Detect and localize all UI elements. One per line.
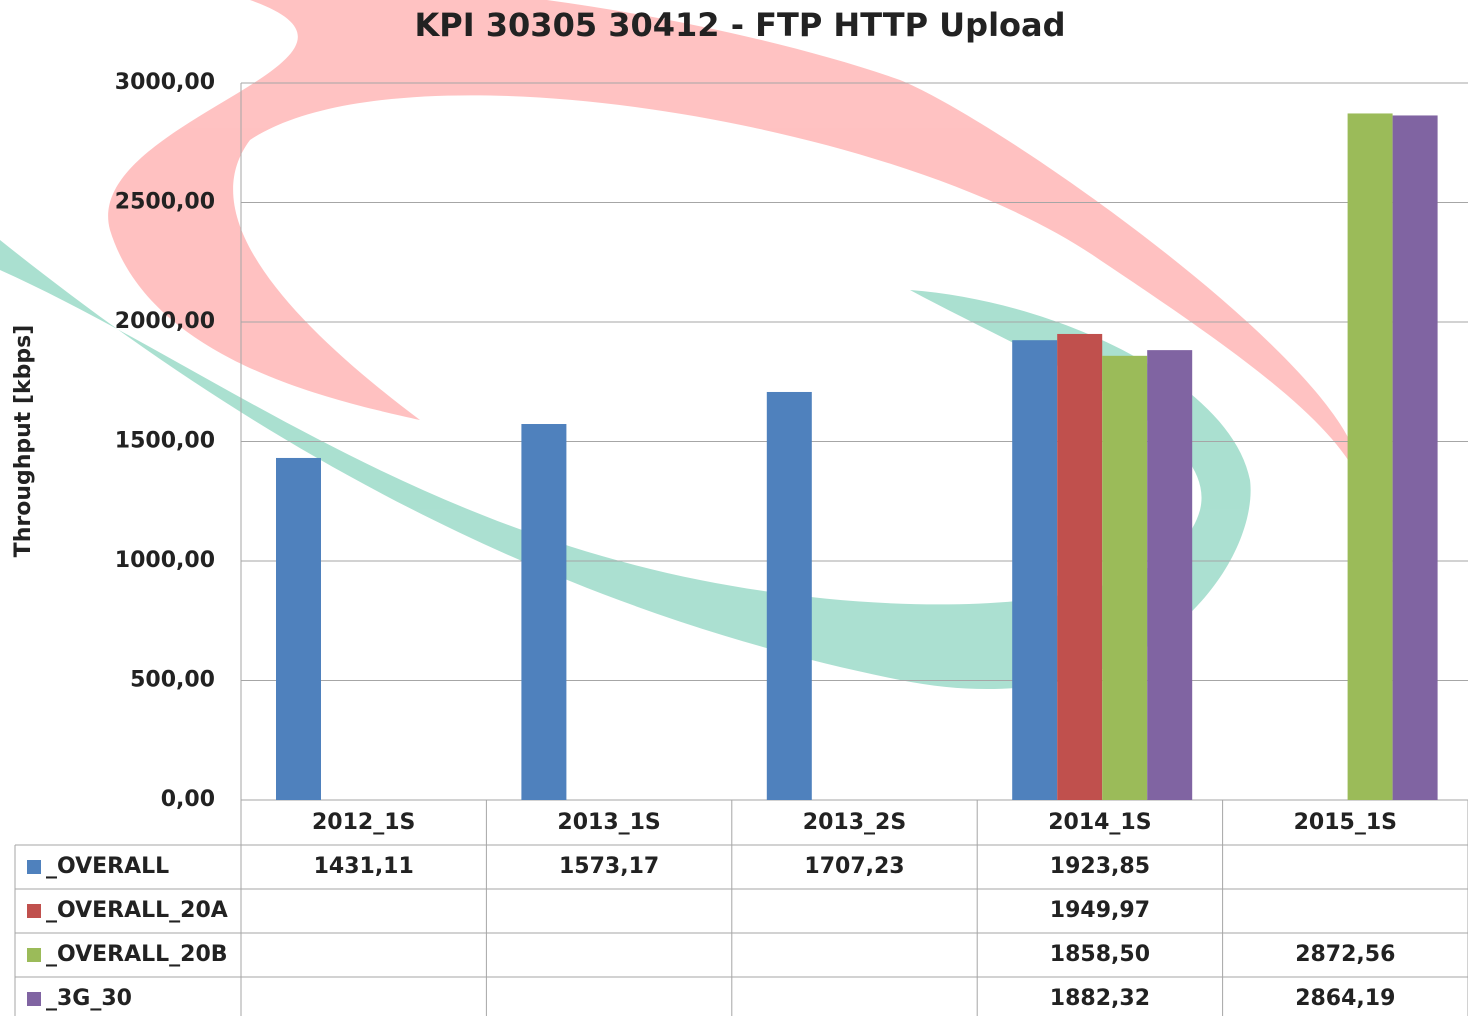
chart: KPI 30305 30412 - FTP HTTP Upload Throug… bbox=[0, 0, 1468, 1016]
y-tick-label: 1000,00 bbox=[115, 548, 215, 573]
bar bbox=[767, 392, 812, 800]
data-table-value: 1882,32 bbox=[1050, 986, 1150, 1011]
y-tick-label: 500,00 bbox=[130, 668, 215, 693]
chart-title: KPI 30305 30412 - FTP HTTP Upload bbox=[414, 6, 1065, 44]
data-table-value: 1431,11 bbox=[314, 854, 414, 879]
legend-label: _3G_30 bbox=[46, 986, 132, 1011]
bar bbox=[1393, 115, 1438, 800]
x-tick-label: 2012_1S bbox=[312, 810, 415, 835]
data-table-value: 1923,85 bbox=[1050, 854, 1150, 879]
legend-label: _OVERALL_20B bbox=[46, 942, 228, 967]
bar bbox=[1102, 356, 1147, 800]
data-table-value: 1858,50 bbox=[1050, 942, 1150, 967]
y-tick-label: 1500,00 bbox=[115, 429, 215, 454]
data-table-value: 2864,19 bbox=[1295, 986, 1395, 1011]
bar bbox=[1147, 350, 1192, 800]
y-tick-label: 0,00 bbox=[161, 787, 215, 812]
legend-swatch bbox=[27, 948, 41, 962]
legend-label: _OVERALL bbox=[46, 854, 169, 879]
y-tick-label: 3000,00 bbox=[115, 70, 215, 95]
y-tick-label: 2000,00 bbox=[115, 309, 215, 334]
legend-swatch bbox=[27, 992, 41, 1006]
x-tick-label: 2013_2S bbox=[803, 810, 906, 835]
y-axis-title: Throughput [kbps] bbox=[11, 325, 36, 558]
bar bbox=[276, 458, 321, 800]
bar bbox=[1012, 340, 1057, 800]
data-table-value: 1573,17 bbox=[559, 854, 659, 879]
legend-swatch bbox=[27, 860, 41, 874]
bar bbox=[1348, 113, 1393, 800]
data-table-value: 1707,23 bbox=[804, 854, 904, 879]
y-tick-label: 2500,00 bbox=[115, 190, 215, 215]
legend-swatch bbox=[27, 904, 41, 918]
data-table-value: 1949,97 bbox=[1050, 898, 1150, 923]
x-tick-label: 2013_1S bbox=[557, 810, 660, 835]
page: KPI 30305 30412 - FTP HTTP Upload Throug… bbox=[0, 0, 1468, 1016]
bar bbox=[1057, 334, 1102, 800]
bar bbox=[521, 424, 566, 800]
legend-label: _OVERALL_20A bbox=[46, 898, 228, 923]
data-table-value: 2872,56 bbox=[1295, 942, 1395, 967]
x-tick-label: 2014_1S bbox=[1048, 810, 1151, 835]
x-tick-label: 2015_1S bbox=[1294, 810, 1397, 835]
